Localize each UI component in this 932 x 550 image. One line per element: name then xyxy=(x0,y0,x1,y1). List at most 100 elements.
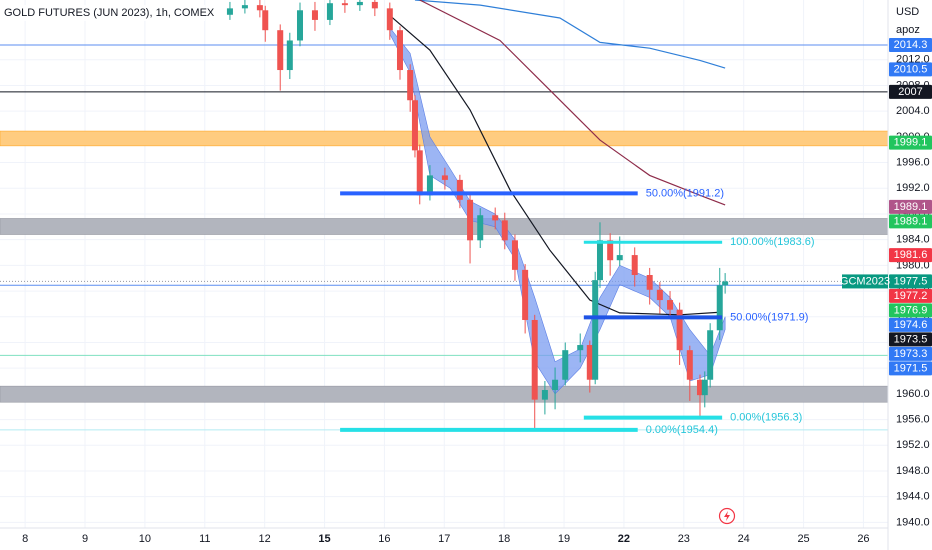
candle-body xyxy=(396,30,403,71)
candle-body xyxy=(577,345,584,351)
candle-body xyxy=(296,10,303,41)
candle-body xyxy=(441,175,448,180)
candle-body xyxy=(707,330,714,380)
price-label: 1989.1 xyxy=(894,201,928,213)
x-tick-label: 23 xyxy=(678,533,690,545)
candle-body xyxy=(696,379,703,396)
x-tick-label: 18 xyxy=(498,533,510,545)
price-label-box xyxy=(889,37,932,52)
candle-body xyxy=(667,300,674,310)
candle-body xyxy=(241,5,248,9)
price-label: 2014.3 xyxy=(894,39,928,51)
price-label-box xyxy=(889,199,932,214)
candle-body xyxy=(286,40,293,71)
candle-body xyxy=(511,240,518,270)
event-icon-bolt xyxy=(724,511,730,521)
candle-body xyxy=(701,379,708,396)
price-label-box xyxy=(889,84,932,99)
y-tick-label: 1944.0 xyxy=(896,491,930,503)
x-tick-label: 22 xyxy=(618,533,630,545)
y-tick-label: 1948.0 xyxy=(896,465,930,477)
zone xyxy=(0,385,889,403)
candle-body xyxy=(326,3,333,20)
candle-body xyxy=(552,379,559,391)
price-label: 1973.3 xyxy=(894,348,928,360)
y-tick-label: 1960.0 xyxy=(896,388,930,400)
candle-body xyxy=(541,390,548,400)
candle-body xyxy=(477,215,484,241)
y-tick-label: 1984.0 xyxy=(896,234,930,246)
symbol-label-box xyxy=(842,274,888,289)
price-label: 2010.5 xyxy=(894,63,928,75)
event-icon xyxy=(718,507,736,525)
candle-body xyxy=(631,255,638,275)
candle-body xyxy=(716,285,723,331)
price-label-box xyxy=(889,288,932,303)
x-tick-label: 19 xyxy=(558,533,570,545)
candle-body xyxy=(341,3,348,6)
x-tick-label: 9 xyxy=(82,533,88,545)
price-label-box xyxy=(889,135,932,150)
y-tick-label: 1996.0 xyxy=(896,156,930,168)
candle-body xyxy=(226,8,233,15)
price-label-box xyxy=(889,248,932,263)
candle-body xyxy=(416,150,423,196)
fib-label: 0.00%(1954.4) xyxy=(646,424,718,436)
x-tick-label: 12 xyxy=(259,533,271,545)
x-tick-label: 24 xyxy=(738,533,750,545)
ribbon xyxy=(389,26,726,395)
y-tick-label: 1992.0 xyxy=(896,182,930,194)
candle-body xyxy=(646,275,653,290)
title-bg xyxy=(0,5,205,21)
candle-body xyxy=(656,289,663,301)
user-name: apoz xyxy=(896,24,920,36)
y-tick-label: 2012.0 xyxy=(896,54,930,66)
candle-body xyxy=(411,100,418,151)
x-tick-label: 11 xyxy=(199,533,210,545)
fib-label: 50.00%(1991.2) xyxy=(646,187,724,199)
price-label-box xyxy=(889,274,932,289)
moving-average xyxy=(389,14,720,316)
candle-body xyxy=(592,280,599,380)
price-label-box xyxy=(889,361,932,376)
candle-body xyxy=(586,345,593,380)
candle-body xyxy=(722,281,729,286)
candle-body xyxy=(562,350,569,380)
y-tick-label: 2004.0 xyxy=(896,105,930,117)
candle-body xyxy=(467,199,474,241)
candle-body xyxy=(492,215,499,221)
x-tick-label: 26 xyxy=(857,533,869,545)
candle-body xyxy=(607,240,614,261)
fib-label: 100.00%(1983.6) xyxy=(730,236,814,248)
candle-body xyxy=(676,309,683,351)
x-tick-label: 17 xyxy=(438,533,450,545)
x-tick-label: 8 xyxy=(22,533,28,545)
candle-body xyxy=(501,220,508,241)
price-label-box xyxy=(889,62,932,77)
y-tick-label: 1956.0 xyxy=(896,413,930,425)
y-tick-label: 1940.0 xyxy=(896,516,930,528)
x-axis-strip xyxy=(0,528,888,550)
y-tick-label: 1980.0 xyxy=(896,259,930,271)
price-label: 1973.5 xyxy=(894,333,928,345)
fib-label: 0.00%(1956.3) xyxy=(730,412,802,424)
candle-body xyxy=(686,350,693,380)
symbol-label: GCM2023 xyxy=(840,275,890,287)
candle-body xyxy=(596,240,603,281)
price-label: 1971.5 xyxy=(894,362,928,374)
price-label-box xyxy=(889,303,932,318)
price-label-box xyxy=(889,317,932,332)
price-label: 1989.1 xyxy=(894,215,928,227)
price-label: 2007 xyxy=(898,86,922,98)
chart-title: GOLD FUTURES (JUN 2023), 1h, COMEX xyxy=(4,7,215,19)
candle-body xyxy=(522,269,529,320)
candle-body xyxy=(371,1,378,9)
candle-body xyxy=(356,1,363,6)
x-tick-label: 10 xyxy=(139,533,151,545)
y-tick-label: 1952.0 xyxy=(896,439,930,451)
candle-body xyxy=(256,5,263,11)
candle-body xyxy=(277,30,284,71)
price-label: 1974.6 xyxy=(894,319,928,331)
price-label: 1977.2 xyxy=(894,290,928,302)
